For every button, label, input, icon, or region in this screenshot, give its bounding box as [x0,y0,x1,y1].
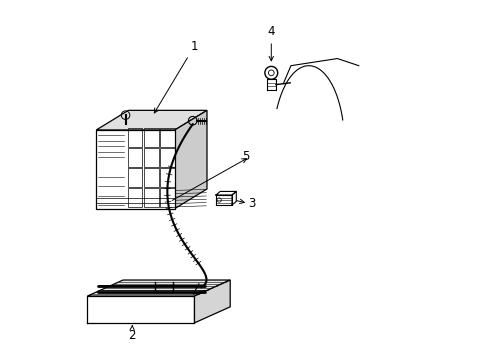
Text: 4: 4 [267,25,274,61]
Bar [144,189,158,207]
Polygon shape [96,111,206,130]
Text: 2: 2 [128,326,136,342]
Bar [160,168,175,187]
Bar [160,148,175,167]
Bar [128,189,142,207]
Text: 3: 3 [247,197,255,210]
Bar [144,168,158,187]
Bar [144,148,158,167]
Bar [160,189,175,207]
Bar [144,128,158,147]
Text: 1: 1 [154,40,198,113]
Text: 5: 5 [242,150,249,163]
Bar [160,128,175,147]
Polygon shape [194,280,230,323]
Bar [128,128,142,147]
Bar [128,148,142,167]
Polygon shape [175,111,206,208]
Polygon shape [87,280,230,296]
Polygon shape [96,130,175,208]
Bar [128,168,142,187]
